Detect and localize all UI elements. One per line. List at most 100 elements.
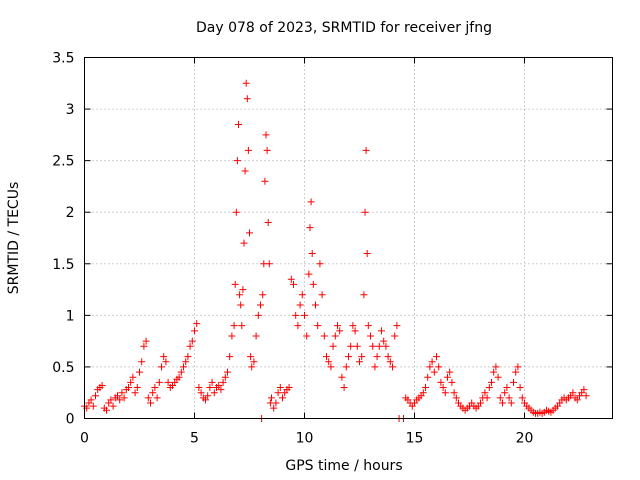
data-point <box>131 389 139 397</box>
data-point <box>516 384 524 392</box>
data-point <box>384 353 392 361</box>
data-point <box>336 327 344 335</box>
data-point <box>419 389 427 397</box>
data-point <box>327 363 335 371</box>
y-axis-label: SRMTID / TECUs <box>6 182 22 295</box>
data-point <box>393 322 401 330</box>
data-point <box>314 322 322 330</box>
data-point <box>380 337 388 345</box>
data-point <box>351 327 359 335</box>
data-point <box>270 404 278 412</box>
data-point <box>369 342 377 350</box>
data-point <box>290 280 297 288</box>
data-point <box>89 402 97 410</box>
data-point <box>118 389 126 397</box>
data-point <box>450 389 458 397</box>
axis-ticks: 0 5 10 15 20 0 0.5 1 1.5 2 2.5 3 3.5 <box>52 51 613 447</box>
data-point <box>87 396 95 404</box>
data-point <box>358 353 366 361</box>
data-point <box>361 208 369 216</box>
data-point <box>109 402 117 410</box>
data-point <box>499 399 506 407</box>
data-point <box>252 332 260 340</box>
data-point <box>160 353 168 361</box>
x-tick-label: 5 <box>190 431 199 447</box>
data-point <box>573 396 581 404</box>
data-point <box>481 389 489 397</box>
data-point <box>444 373 451 381</box>
data-point <box>373 353 381 361</box>
data-point <box>265 260 273 268</box>
data-point <box>510 378 517 386</box>
data-point <box>296 301 304 309</box>
data-point <box>446 368 454 376</box>
data-point <box>221 373 229 381</box>
y-tick-label: 3.5 <box>52 51 74 67</box>
data-point <box>367 332 374 340</box>
data-point <box>226 353 234 361</box>
data-point <box>490 368 498 376</box>
x-tick-label: 0 <box>80 431 89 447</box>
data-point <box>232 208 240 216</box>
data-point <box>182 358 190 366</box>
data-point <box>437 378 445 386</box>
data-point <box>184 353 192 361</box>
data-point <box>125 384 132 392</box>
data-point <box>518 394 526 402</box>
data-point <box>433 353 440 361</box>
y-tick-label: 0.5 <box>52 360 74 376</box>
data-point <box>153 394 161 402</box>
data-point <box>268 394 275 402</box>
y-tick-label: 0 <box>66 412 75 428</box>
data-point <box>378 327 385 335</box>
data-point <box>448 378 456 386</box>
data-point <box>389 363 396 371</box>
data-point <box>340 384 348 392</box>
data-point <box>244 146 252 154</box>
data-point <box>428 358 436 366</box>
data-point <box>254 311 262 319</box>
data-point <box>435 363 443 371</box>
data-point <box>375 342 383 350</box>
data-point <box>210 389 218 397</box>
data-point <box>307 198 315 206</box>
data-point <box>219 378 227 386</box>
data-point <box>287 275 295 283</box>
data-point <box>294 322 302 330</box>
data-point <box>422 384 429 392</box>
data-point <box>180 363 187 371</box>
data-point <box>138 358 146 366</box>
data-point <box>243 95 251 103</box>
data-point <box>452 394 460 402</box>
data-point <box>147 399 154 407</box>
data-point <box>276 384 284 392</box>
data-point <box>514 363 522 371</box>
data-point <box>309 280 317 288</box>
data-point <box>430 368 438 376</box>
data-point <box>488 378 495 386</box>
data-point <box>439 384 447 392</box>
data-point <box>103 406 110 414</box>
data-point <box>239 286 247 294</box>
data-point <box>349 322 357 330</box>
y-tick-label: 1 <box>66 308 75 324</box>
data-point <box>353 342 361 350</box>
data-point <box>240 239 248 247</box>
data-point <box>92 392 99 400</box>
y-tick-label: 1.5 <box>52 257 74 273</box>
data-point <box>206 384 214 392</box>
data-point <box>264 219 272 227</box>
data-point <box>133 384 141 392</box>
data-point <box>360 291 368 299</box>
data-point <box>242 79 250 87</box>
data-point <box>485 384 493 392</box>
data-point <box>483 394 491 402</box>
data-point <box>144 394 152 402</box>
data-point <box>247 353 255 361</box>
data-point <box>158 363 165 371</box>
data-point <box>364 322 372 330</box>
data-point <box>208 378 216 386</box>
data-point <box>347 342 355 350</box>
data-point <box>292 311 300 319</box>
